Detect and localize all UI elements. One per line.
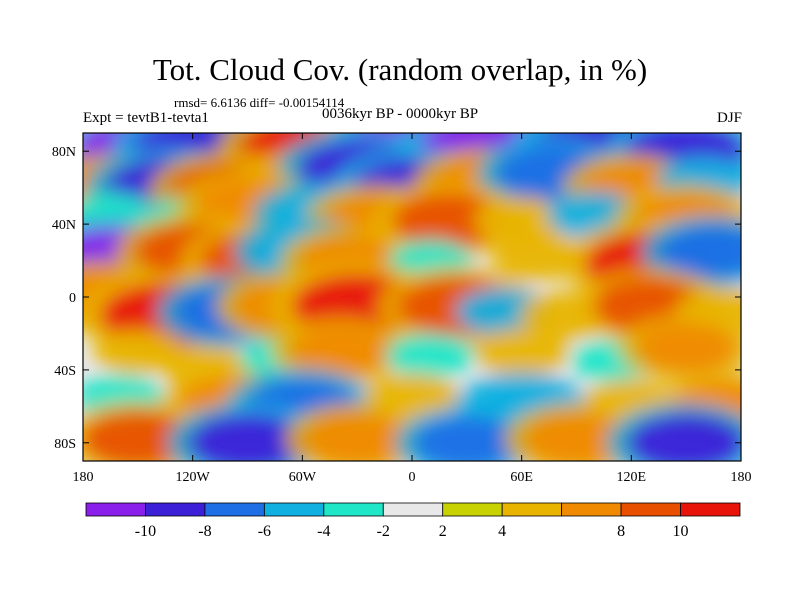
x-tick-label: 180 [73,470,94,485]
colorbar-swatch [382,502,444,517]
colorbar-swatch [501,502,563,517]
colorbar-label: -10 [135,523,156,540]
x-tick-label: 60E [510,470,533,485]
x-tick-label: 180 [731,470,752,485]
anomaly-cell [188,413,307,461]
season-label: DJF [716,110,742,126]
anomaly-cell [474,327,570,376]
anomaly-field [83,133,741,461]
period-label: 0036kyr BP - 0000kyr BP [321,106,479,122]
colorbar: -10 -8 -6 -4 -2 2 4 8 10 [85,502,741,540]
colorbar-label: -4 [317,523,330,540]
colorbar-label: 4 [498,523,506,540]
x-tick-label: 60W [289,470,317,485]
anomaly-cell [392,192,505,249]
anomaly-cell [474,196,570,245]
chart-title: Tot. Cloud Cov. (random overlap, in %) [152,52,648,87]
y-tick-label: 80S [54,437,76,452]
colorbar-swatch [204,502,265,517]
experiment-label: Expt = tevtB1-tevta1 [83,110,209,126]
anomaly-cell [635,322,737,374]
colorbar-swatch [323,502,384,517]
anomaly-cell [413,416,521,461]
y-tick-label: 40S [54,364,76,379]
stats-label: rmsd= 6.6136 diff= -0.00154114 [174,95,345,110]
colorbar-label: 2 [439,523,447,540]
colorbar-label: 10 [673,523,689,540]
colorbar-swatch [442,502,503,517]
colorbar-label: -8 [198,523,211,540]
anomaly-cell [288,326,390,377]
colorbar-label: 8 [617,523,625,540]
y-tick-label: 0 [69,291,76,306]
anomaly-cell [385,333,475,378]
colorbar-label: -2 [377,523,390,540]
colorbar-swatch [263,502,325,517]
map-axes: 180 120W 60W 0 60E 120E 180 80N 40N 0 40S 80S [52,133,752,485]
x-tick-label: 120W [176,470,211,485]
anomaly-cell [660,224,741,279]
anomaly-cell [626,413,741,461]
y-tick-label: 40N [52,218,76,233]
anomaly-cell [523,412,630,461]
y-tick-label: 80N [52,145,76,160]
x-tick-label: 120E [617,470,647,485]
colorbar-label: -6 [258,523,271,540]
colorbar-swatch [145,502,206,517]
anomaly-cell [93,329,183,374]
colorbar-swatch [620,502,681,517]
anomaly-cell [83,411,195,461]
colorbar-swatch [561,502,622,517]
anomaly-cell [303,412,411,461]
colorbar-swatch [680,502,741,517]
x-tick-label: 0 [409,470,416,485]
colorbar-swatch [85,502,146,517]
